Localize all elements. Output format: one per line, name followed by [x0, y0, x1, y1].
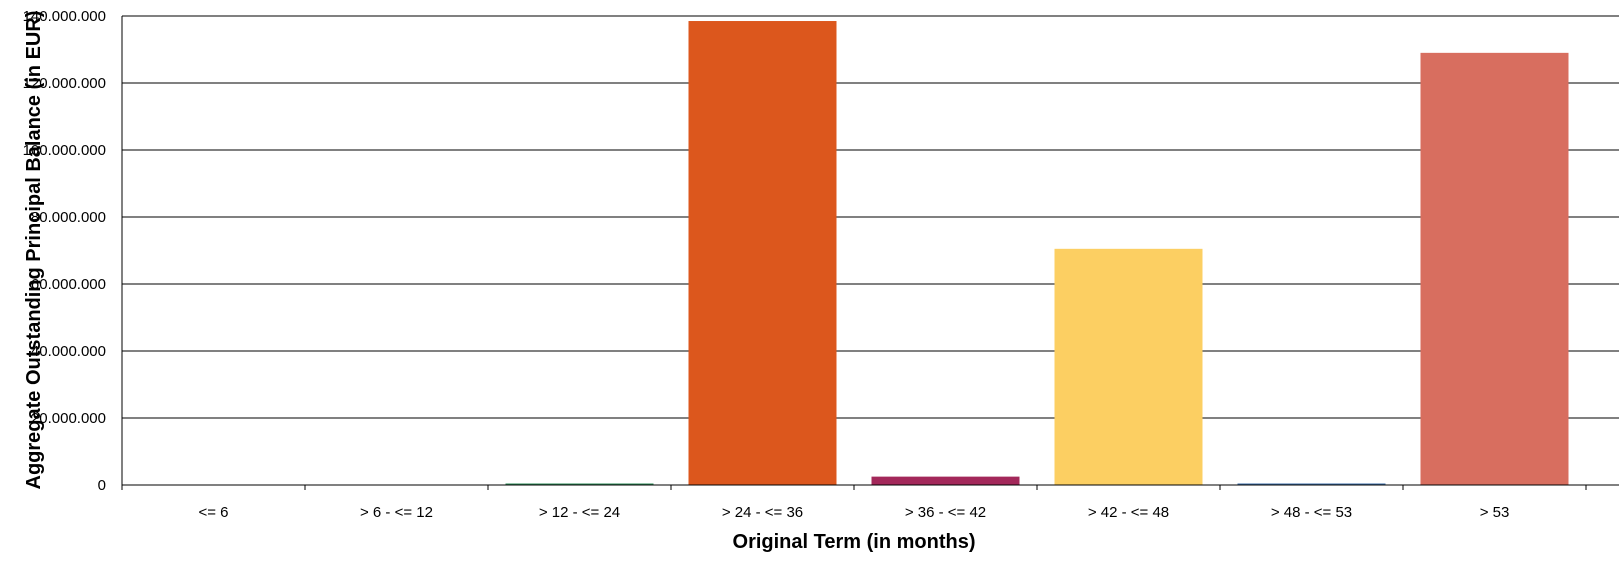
y-tick-label: 0 [98, 477, 106, 494]
gridlines [122, 15, 1619, 419]
y-tick-label: 20.000.000 [31, 410, 106, 427]
x-tick-label: > 42 - <= 48 [1088, 504, 1169, 521]
x-tick-label: > 6 - <= 12 [360, 504, 433, 521]
y-tick-label: 120.000.000 [23, 75, 106, 92]
x-tick-label: > 36 - <= 42 [905, 504, 986, 521]
x-tick-label: > 53 [1480, 504, 1510, 521]
bar [871, 476, 1020, 485]
y-tick-labels: 0 20.000.000 40.000.000 60.000.000 80.000.00… [23, 8, 106, 494]
y-tick-label: 40.000.000 [31, 343, 106, 360]
y-tick-label: 100.000.000 [23, 142, 106, 159]
bar [1237, 483, 1386, 485]
x-tick-label: > 48 - <= 53 [1271, 504, 1352, 521]
y-tick-label: 60.000.000 [31, 276, 106, 293]
bar [688, 21, 837, 486]
x-tick-label: > 24 - <= 36 [722, 504, 803, 521]
y-axis-title: Aggregate Outstanding Principal Balance … [23, 11, 45, 490]
bar [1420, 52, 1569, 485]
x-axis-title: Original Term (in months) [733, 531, 976, 553]
y-tick-label: 80.000.000 [31, 209, 106, 226]
x-ticks [121, 485, 1587, 490]
bar [1054, 248, 1203, 485]
bars [505, 21, 1569, 486]
x-tick-label: <= 6 [198, 504, 228, 521]
x-tick-label: > 12 - <= 24 [539, 504, 620, 521]
y-tick-label: 140.000.000 [23, 8, 106, 25]
bar [505, 483, 654, 485]
x-tick-labels: <= 6 > 6 - <= 12 > 12 - <= 24 > 24 - <= 36 >… [198, 504, 1509, 521]
